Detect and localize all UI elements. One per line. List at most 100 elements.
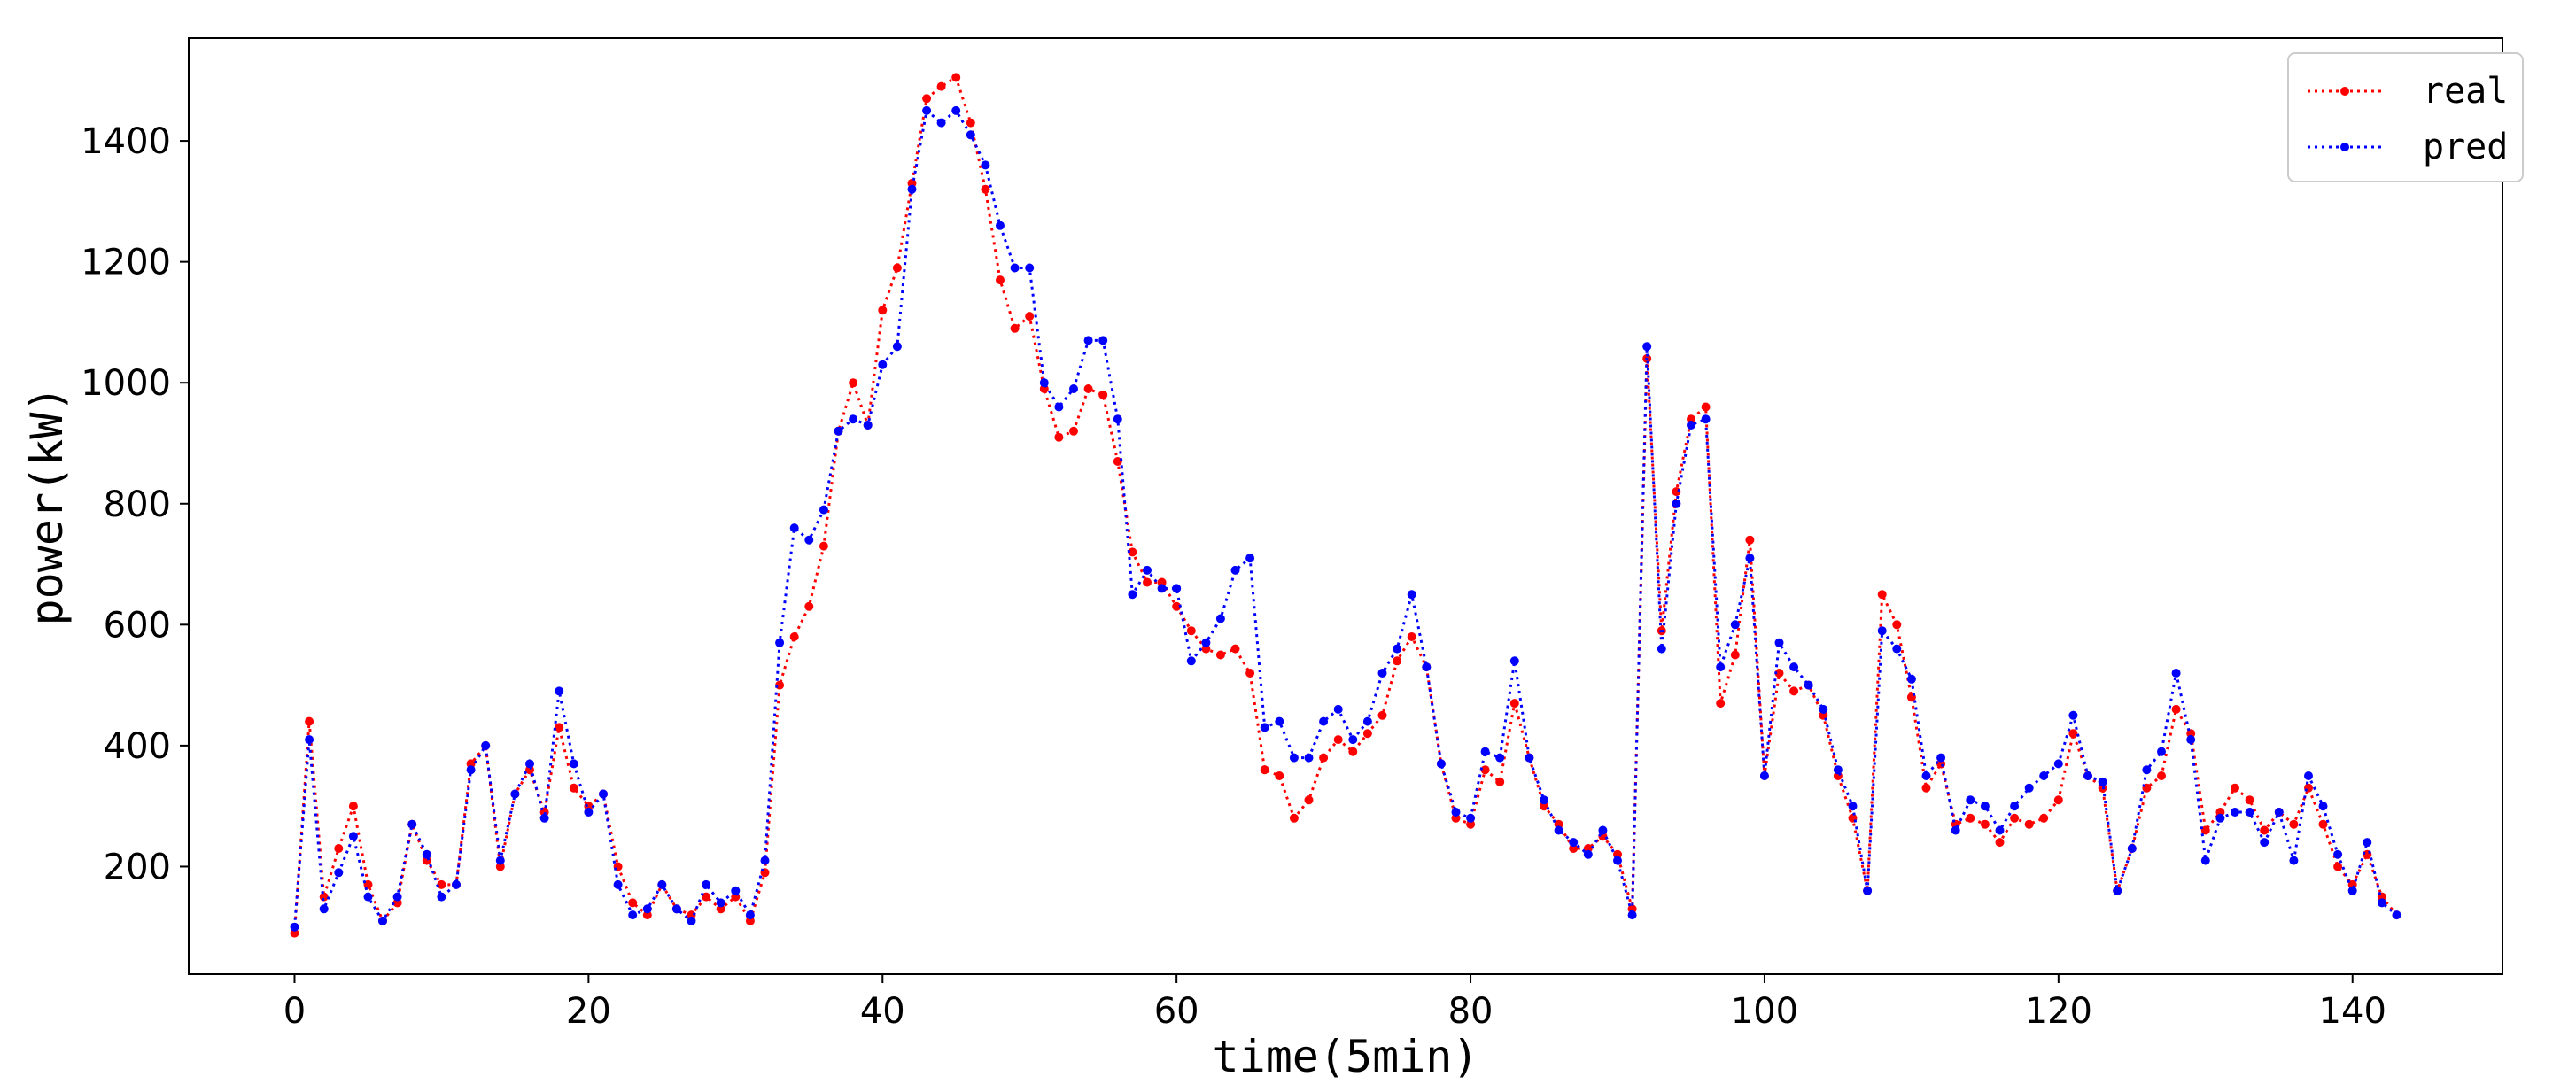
data-point-pred — [363, 892, 373, 902]
data-point-pred — [981, 160, 990, 170]
data-point-pred — [922, 105, 932, 115]
data-point-pred — [2363, 838, 2372, 848]
data-point-pred — [1995, 825, 2005, 835]
data-point-pred — [1759, 771, 1769, 780]
data-point-real — [1186, 626, 1196, 636]
x-tick-label: 80 — [1448, 991, 1494, 1032]
data-point-pred — [378, 916, 387, 925]
data-point-pred — [555, 686, 564, 696]
data-point-real — [1083, 384, 1093, 393]
data-point-real — [1010, 323, 1020, 333]
data-point-pred — [1010, 263, 1020, 273]
data-point-pred — [2083, 771, 2092, 780]
data-point-pred — [584, 808, 594, 817]
data-point-pred — [2010, 802, 2020, 811]
data-point-pred — [642, 904, 652, 914]
data-point-pred — [2142, 765, 2152, 775]
data-point-pred — [2098, 777, 2107, 786]
data-point-pred — [1892, 644, 1902, 654]
data-point-pred — [702, 879, 711, 889]
data-point-pred — [1687, 421, 1695, 430]
legend-marker-real — [2340, 87, 2349, 96]
data-point-pred — [1833, 765, 1843, 775]
data-point-pred — [290, 922, 299, 932]
data-point-real — [878, 306, 888, 315]
data-point-real — [2171, 704, 2181, 714]
data-point-real — [849, 378, 858, 388]
data-point-pred — [1745, 554, 1755, 563]
data-point-pred — [2318, 802, 2328, 811]
data-point-pred — [2200, 856, 2210, 865]
data-point-real — [775, 680, 785, 690]
data-point-real — [1260, 765, 1269, 775]
data-point-pred — [1215, 614, 1225, 623]
x-tick-label: 40 — [860, 991, 905, 1032]
data-point-pred — [1716, 662, 1726, 672]
data-point-pred — [1377, 669, 1387, 678]
data-point-pred — [1672, 499, 1681, 508]
data-point-pred — [1525, 753, 1534, 763]
data-point-real — [1774, 669, 1784, 678]
data-point-pred — [2274, 808, 2284, 817]
data-point-pred — [775, 638, 785, 647]
data-point-pred — [1554, 825, 1563, 835]
data-point-real — [1407, 632, 1416, 641]
data-point-real — [1275, 771, 1284, 780]
data-point-pred — [834, 426, 843, 436]
legend-label-pred: pred — [2423, 127, 2508, 167]
data-point-pred — [392, 892, 402, 902]
data-point-real — [1980, 819, 1990, 829]
data-point-real — [804, 601, 814, 611]
data-point-real — [1348, 747, 1358, 756]
data-point-pred — [849, 414, 858, 424]
data-point-pred — [1128, 590, 1137, 600]
data-point-pred — [2392, 910, 2401, 920]
data-point-pred — [628, 910, 638, 920]
data-point-real — [1892, 620, 1902, 630]
data-point-pred — [892, 342, 902, 352]
data-point-real — [2068, 729, 2078, 739]
data-point-real — [437, 879, 446, 889]
data-point-pred — [1848, 802, 1858, 811]
data-point-real — [892, 263, 902, 273]
data-point-pred — [319, 904, 329, 914]
y-tick-label: 1400 — [81, 121, 171, 162]
data-point-pred — [1113, 414, 1122, 424]
x-tick-label: 0 — [283, 991, 306, 1032]
data-point-pred — [1642, 342, 1652, 352]
y-tick-label: 1200 — [81, 243, 171, 283]
series-pred — [290, 105, 2401, 932]
data-point-pred — [2347, 886, 2357, 895]
data-point-real — [1319, 753, 1329, 763]
data-point-real — [1466, 819, 1476, 829]
series-real — [290, 73, 2401, 938]
data-point-real — [1995, 838, 2005, 848]
data-point-pred — [1774, 638, 1784, 647]
data-point-real — [2245, 795, 2254, 805]
data-point-pred — [1906, 674, 1916, 684]
data-point-pred — [819, 505, 828, 515]
data-point-pred — [1407, 590, 1416, 600]
data-point-pred — [569, 759, 578, 769]
data-point-real — [1377, 710, 1387, 720]
data-point-real — [1172, 601, 1182, 611]
x-tick-label: 100 — [1731, 991, 1798, 1032]
data-point-pred — [966, 130, 975, 140]
y-tick-label: 1000 — [81, 363, 171, 404]
data-point-pred — [1054, 402, 1064, 412]
data-point-pred — [452, 879, 461, 889]
data-point-real — [1393, 656, 1402, 666]
data-point-real — [2289, 819, 2299, 829]
data-point-pred — [863, 421, 873, 430]
data-point-pred — [907, 184, 917, 194]
data-point-pred — [613, 879, 623, 889]
data-point-real — [1230, 644, 1240, 654]
data-point-real — [2260, 825, 2270, 835]
series-line-real — [293, 75, 2398, 933]
data-point-pred — [2039, 771, 2049, 780]
y-axis: 200 400 600 800 1000 1200 1400 — [81, 121, 189, 887]
data-point-real — [1701, 402, 1711, 412]
data-point-pred — [951, 105, 961, 115]
data-point-pred — [1936, 753, 1946, 763]
